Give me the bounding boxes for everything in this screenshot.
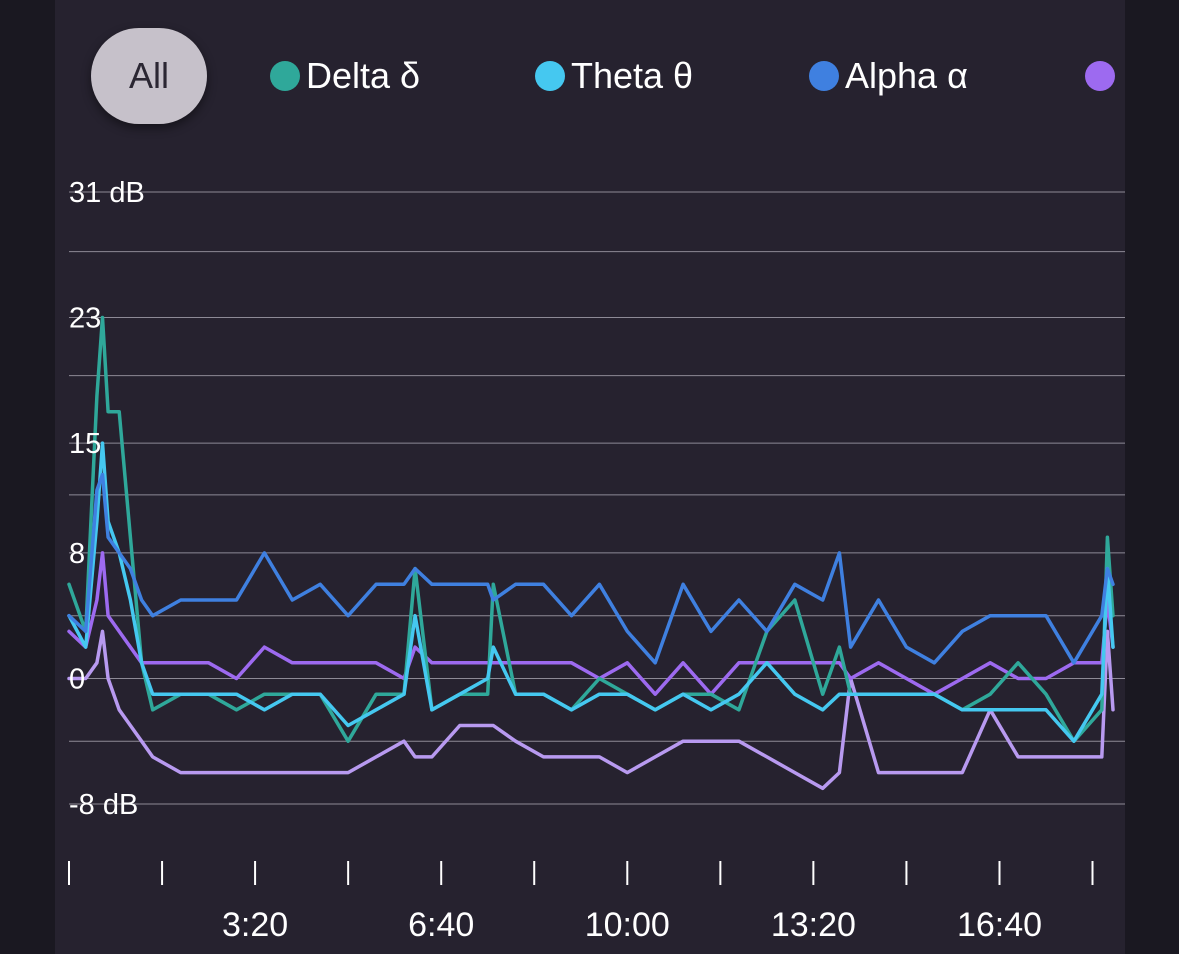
theta-color-dot — [535, 61, 565, 91]
series-line-theta — [67, 441, 1115, 743]
beta-color-dot — [1085, 61, 1115, 91]
legend-item-alpha[interactable]: Alpha α — [809, 54, 968, 98]
y-tick-label: 8 — [69, 538, 85, 570]
x-tick-label: 16:40 — [957, 906, 1042, 944]
legend-label-theta: Theta θ — [571, 55, 694, 96]
series-line-beta — [67, 551, 1115, 696]
y-tick-label: 31 dB — [69, 177, 145, 209]
y-tick-label: 0 — [69, 663, 85, 695]
legend-label-alpha: Alpha α — [845, 55, 968, 96]
y-tick-label: -8 dB — [69, 789, 138, 821]
delta-color-dot — [270, 61, 300, 91]
y-tick-label: 23 — [69, 303, 101, 335]
grid-layer — [69, 191, 1125, 805]
alpha-color-dot — [809, 61, 839, 91]
series-line-alpha — [67, 472, 1115, 665]
x-tick-label: 3:20 — [222, 906, 288, 944]
x-tick-label: 13:20 — [771, 906, 856, 944]
x-tick-label: 6:40 — [408, 906, 474, 944]
filter-all-button[interactable]: All — [91, 28, 207, 124]
x-axis: 3:20 6:40 10:00 13:20 16:40 — [68, 861, 1094, 944]
y-axis-labels: 31 dB 23 15 8 0 -8 dB — [69, 177, 145, 821]
legend-item-theta[interactable]: Theta θ — [535, 54, 693, 98]
series-line-gamma — [67, 629, 1115, 791]
legend-label-delta: Delta δ — [306, 55, 421, 96]
legend-item-delta[interactable]: Delta δ — [270, 54, 420, 98]
series-lines — [67, 315, 1115, 791]
series-line-delta — [67, 315, 1115, 743]
legend-item-beta[interactable] — [1085, 54, 1121, 98]
chart-panel: All Delta δ Theta θ Alpha α 31 dB 23 15 8 0 -… — [55, 0, 1125, 954]
x-tick-label: 10:00 — [585, 906, 670, 944]
eeg-line-chart: 31 dB 23 15 8 0 -8 dB 3:20 6:40 10:00 13:20 16:40 — [67, 177, 1125, 944]
y-tick-label: 15 — [69, 428, 101, 460]
